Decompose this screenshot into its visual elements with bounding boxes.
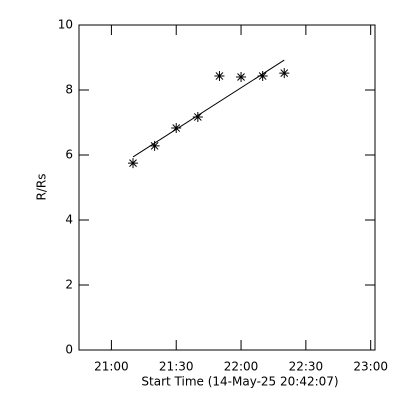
x-tick-label: 21:30: [159, 360, 194, 374]
y-axis-label: R/Rs: [35, 174, 49, 201]
plot-frame: [78, 24, 376, 351]
x-tick-label: 22:30: [289, 360, 324, 374]
x-tick-label: 21:00: [94, 360, 129, 374]
x-axis-label: Start Time (14-May-25 20:42:07): [141, 375, 338, 389]
point: [214, 71, 225, 82]
point: [192, 111, 203, 122]
point: [257, 71, 268, 82]
y-tick-label: 2: [65, 278, 73, 292]
x-tick-label: 23:00: [353, 360, 388, 374]
y-tick-label: 6: [65, 148, 73, 162]
point: [128, 158, 139, 169]
y-tick-label: 0: [65, 343, 73, 357]
y-tick-label: 8: [65, 83, 73, 97]
point: [236, 72, 247, 82]
point: [279, 68, 290, 79]
point: [149, 140, 160, 151]
y-tick-label: 4: [65, 213, 73, 227]
x-tick-label: 22:00: [224, 360, 259, 374]
y-tick-label: 10: [58, 18, 73, 32]
point: [171, 123, 182, 134]
